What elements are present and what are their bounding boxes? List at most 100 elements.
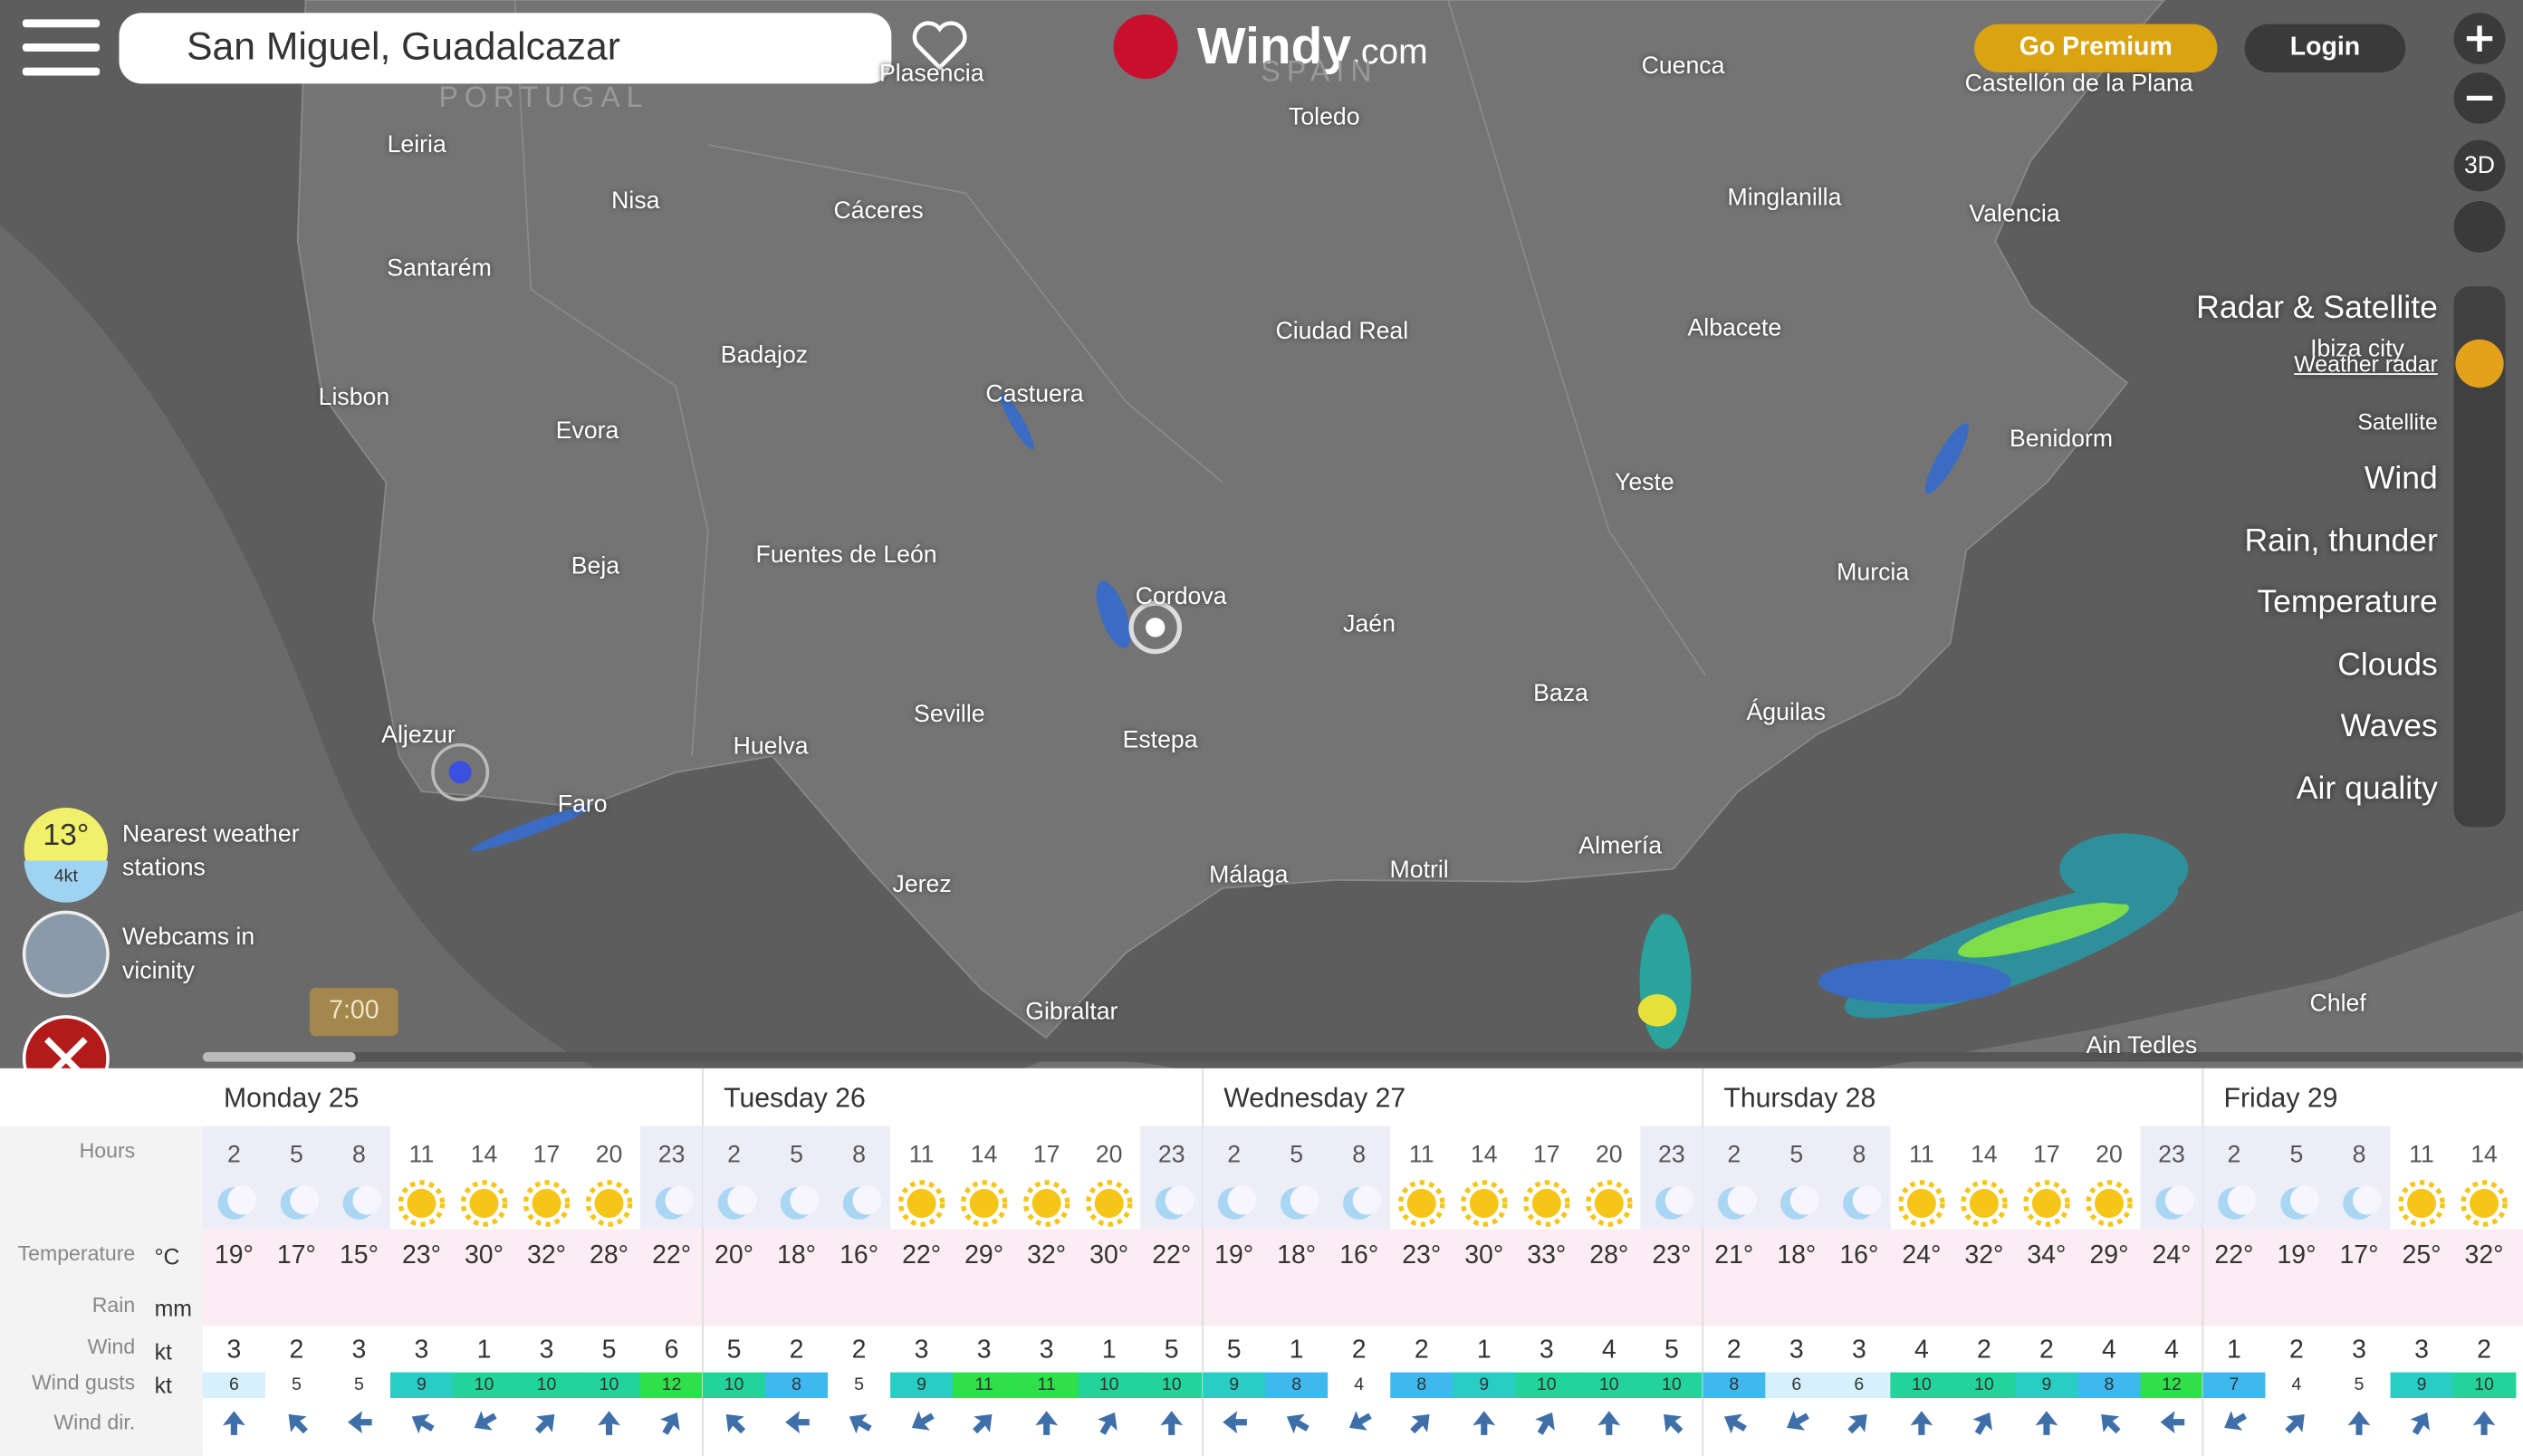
temperature: 28° [590,1241,629,1269]
temperature: 32° [2464,1241,2504,1269]
wind-arrow [785,1411,810,1434]
wind-speed: 5 [726,1336,742,1365]
layer-active [2455,339,2504,388]
moon-cut [352,1185,382,1215]
stations-link[interactable]: Nearest weather stations [122,820,300,882]
hour: 8 [352,1141,366,1169]
layer-item[interactable]: Waves [2340,708,2438,744]
forecast-graphics [0,1068,2523,1456]
wind-gust: 12 [661,1375,682,1395]
wind-gust: 9 [2041,1375,2052,1395]
wind-speed: 5 [1164,1336,1179,1365]
map-label: Santarém [387,254,492,283]
hour: 11 [1408,1141,1434,1169]
timeline-track[interactable] [202,1052,2523,1062]
wind-arrow [1972,1412,1992,1435]
temperature: 33° [1527,1241,1567,1269]
wind-arrow [1035,1411,1059,1435]
moon-cut [2164,1185,2194,1215]
moon-cut [2289,1185,2319,1215]
gust-cell [515,1372,579,1399]
hour: 14 [970,1141,998,1169]
temperature: 29° [2089,1241,2129,1269]
africa [997,910,2523,1078]
wind-gust: 10 [1536,1375,1557,1395]
location-marker[interactable] [1128,600,1183,655]
sun-icon [594,1189,624,1219]
layer-item[interactable]: Radar & Satellite [2196,290,2438,326]
hour: 2 [2227,1141,2241,1169]
temperature: 22° [902,1241,942,1269]
moon-cut [1852,1185,1882,1215]
layer-item[interactable]: Satellite [2357,408,2438,435]
temperature: 18° [1277,1241,1317,1269]
search-text[interactable]: San Miguel, Guadalcazar [187,25,620,70]
map-label: Estepa [1122,726,1198,754]
login-button[interactable]: Login [2244,24,2406,72]
temperature: 30° [464,1241,504,1269]
gust-cell [765,1372,829,1399]
temperature: 22° [2214,1241,2254,1269]
map-label: Nisa [611,187,660,216]
temperature: 34° [2027,1241,2067,1269]
moon-cut [1165,1185,1194,1215]
layer-item[interactable]: Temperature [2257,584,2438,620]
temperature: 17° [276,1241,316,1269]
wind-speed: 3 [539,1336,554,1365]
wind-speed: 4 [2102,1336,2116,1365]
sun-rays [1586,1180,1633,1227]
map-label: Huelva [733,733,809,761]
layer-item[interactable]: Air quality [2296,771,2438,808]
menu-button[interactable] [22,19,101,76]
layer-item[interactable]: Clouds [2337,647,2438,684]
sun-rays [398,1180,446,1227]
wind-arrow [849,1413,872,1434]
favorite-button[interactable] [912,21,967,71]
map-label: Plasencia [878,60,984,88]
three-d-button[interactable]: 3D [2463,151,2496,180]
layer-item[interactable]: Wind [2364,461,2438,497]
moon-cut [227,1185,257,1215]
wind-gust: 9 [916,1375,927,1395]
hour: 23 [1157,1141,1185,1169]
hour: 20 [1595,1141,1623,1169]
hour: 8 [1852,1141,1866,1169]
temperature: 16° [839,1241,879,1269]
layer-item[interactable]: Weather radar [2294,350,2438,377]
wind-speed: 3 [1539,1336,1554,1365]
wind-gust: 11 [974,1375,993,1395]
sun-icon [1406,1189,1436,1219]
hour: 8 [1352,1141,1367,1169]
wind-arrow [1348,1411,1372,1431]
map-label: Seville [914,700,985,728]
wind-arrow [2101,1413,2121,1434]
moon-cut [790,1185,820,1215]
map-label: Badajoz [720,341,809,369]
wind-speed: 2 [2289,1336,2304,1365]
sun-rays [2023,1180,2070,1227]
webcam-thumb[interactable] [22,910,110,998]
temperature: 23° [1652,1241,1692,1269]
search-box[interactable] [119,13,892,84]
temperature: 18° [777,1241,817,1269]
wind-badge [24,860,109,903]
gust-cell [264,1372,329,1399]
station-marker[interactable] [431,742,490,801]
sun-icon [1031,1189,1061,1219]
hour: 11 [1909,1141,1934,1169]
gust-cell [890,1372,955,1399]
timeline-progress [202,1052,356,1062]
premium-button[interactable]: Go Premium [1974,24,2218,72]
sun-rays [1085,1180,1133,1227]
webcams-link[interactable]: Webcams in vicinity [122,923,255,985]
wind-gust: 6 [1854,1375,1865,1395]
wind-gust: 6 [1791,1375,1802,1395]
layer-item[interactable]: Rain, thunder [2244,523,2438,560]
wind-speed: 2 [2477,1336,2491,1365]
timeline-tag[interactable]: 7:00 [309,987,398,1037]
map-label: Motril [1389,857,1449,885]
sun-icon [2470,1189,2499,1219]
wind-arrow [1910,1411,1933,1435]
temperature: 23° [1402,1241,1442,1269]
sun-rays [523,1180,571,1227]
